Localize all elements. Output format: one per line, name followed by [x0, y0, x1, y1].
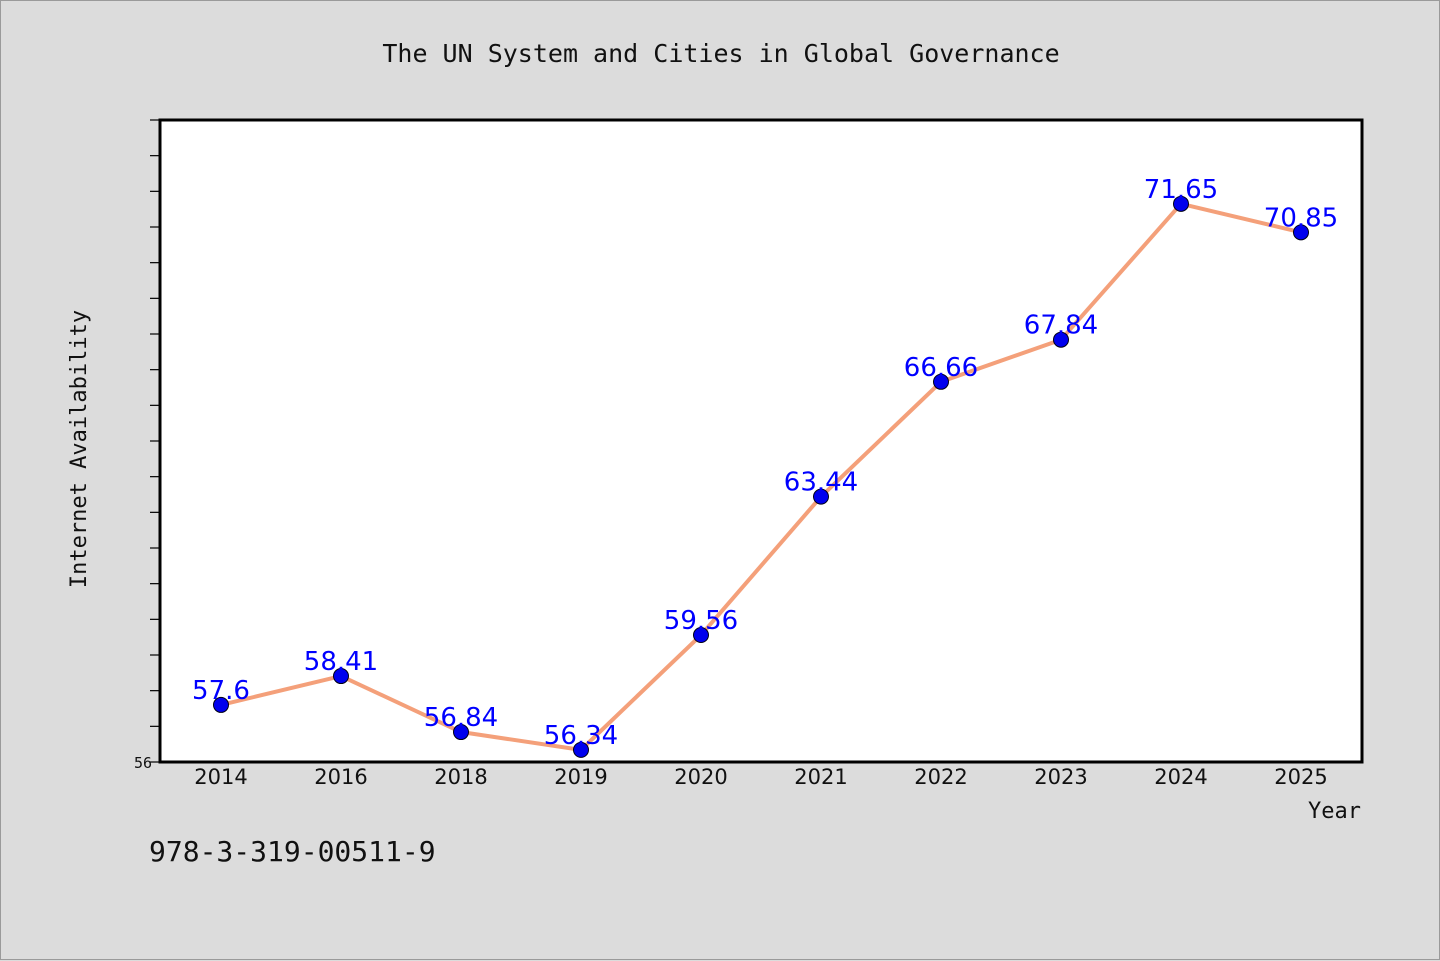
data-label: 56.84 — [424, 703, 498, 733]
data-point — [813, 488, 829, 505]
data-point — [1053, 331, 1069, 348]
series-line — [220, 201, 1302, 752]
series-layer: 57.6 58.41 56.84 56.34 59.56 63.44 66.66 67.84 7… — [192, 175, 1338, 758]
x-tick-label: 2025 — [1274, 765, 1327, 789]
data-label: 71.65 — [1144, 175, 1218, 205]
y-axis-label: Internet Availability — [67, 310, 92, 588]
x-tick-label: 2018 — [434, 765, 487, 789]
data-label: 70.85 — [1264, 203, 1338, 233]
x-tick-label: 2022 — [914, 765, 967, 789]
x-axis-label: Year — [1308, 799, 1361, 824]
y-tick-label: 56 — [134, 754, 152, 772]
data-point — [213, 696, 229, 713]
chart-title: The UN System and Cities in Global Gover… — [382, 39, 1059, 68]
data-point — [693, 627, 709, 644]
data-point — [453, 724, 469, 741]
x-tick-label: 2024 — [1154, 765, 1207, 789]
data-point — [333, 668, 349, 685]
data-label: 57.6 — [192, 676, 250, 706]
data-label: 66.66 — [904, 353, 978, 383]
isbn-label: 978-3-319-00511-9 — [149, 835, 436, 868]
data-label: 59.56 — [664, 606, 738, 636]
x-tick-label: 2020 — [674, 765, 727, 789]
x-tick-label: 2014 — [194, 765, 247, 789]
x-tick-label: 2016 — [314, 765, 367, 789]
y-axis-ticks: 56 — [134, 119, 160, 772]
data-point — [1293, 224, 1309, 241]
data-label: 56.34 — [544, 721, 618, 751]
data-label: 67.84 — [1024, 311, 1098, 341]
x-tick-label: 2023 — [1034, 765, 1087, 789]
data-label: 63.44 — [784, 468, 858, 498]
data-point — [573, 741, 589, 758]
x-tick-label: 2021 — [794, 765, 847, 789]
data-label: 58.41 — [304, 647, 378, 677]
data-point — [933, 373, 949, 390]
plot-border — [158, 118, 1364, 764]
data-point — [1173, 195, 1189, 212]
x-tick-label: 2019 — [554, 765, 607, 789]
x-axis-ticks: 2014 2016 2018 2019 2020 2021 2022 2023 2024 2025 — [194, 765, 1327, 789]
